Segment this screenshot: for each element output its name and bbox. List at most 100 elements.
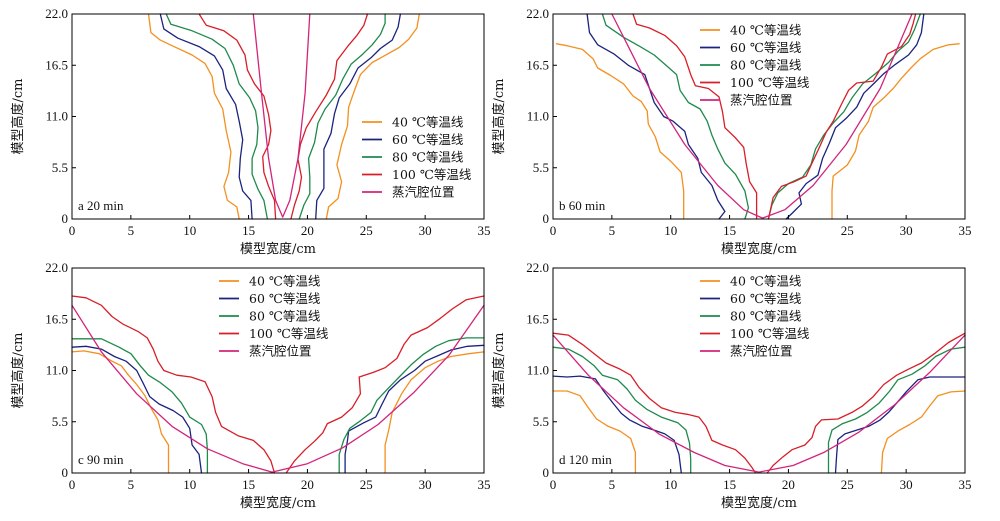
- series-line-3-segment-1: [71, 338, 209, 474]
- x-tick-label: 10: [664, 477, 677, 492]
- x-tick-label: 25: [360, 223, 373, 238]
- x-tick-label: 25: [360, 477, 373, 492]
- x-tick-label: 5: [128, 477, 135, 492]
- x-tick-label: 5: [128, 223, 135, 238]
- x-tick-label: 35: [478, 477, 491, 492]
- x-tick-label: 35: [478, 223, 491, 238]
- series-line-1-segment-1: [147, 13, 240, 220]
- series-line-4-segment-1: [198, 13, 277, 220]
- y-axis-title: 模型高度/cm: [10, 79, 26, 155]
- legend-label: 80 ℃等温线: [730, 309, 802, 324]
- legend-label: 60 ℃等温线: [730, 291, 802, 306]
- x-tick-label: 10: [183, 223, 196, 238]
- panel-label: a 20 min: [78, 198, 124, 213]
- series-line-1-segment-1: [552, 390, 637, 474]
- y-axis-title: 模型高度/cm: [491, 79, 507, 155]
- y-tick-label: 0: [543, 465, 550, 480]
- x-tick-label: 20: [301, 223, 314, 238]
- x-tick-label: 35: [959, 477, 972, 492]
- series-line-5-segment-1: [252, 13, 311, 218]
- x-axis-title: 模型宽度/cm: [721, 495, 797, 511]
- legend-label: 100 ℃等温线: [249, 326, 329, 341]
- y-tick-label: 0: [543, 211, 550, 226]
- chart-panel-2: 0 5 10 15 20 25 30 35 0 5.5 11.0 16.5 22.0 模型宽度/cm 模型高…: [491, 6, 972, 257]
- series-line-2-segment-2: [344, 344, 485, 474]
- x-tick-label: 0: [69, 477, 76, 492]
- y-tick-label: 5.5: [533, 414, 549, 429]
- y-tick-label: 16.5: [526, 57, 549, 72]
- y-tick-label: 11.0: [527, 109, 549, 124]
- chart-panel-3: 0 5 10 15 20 25 30 35 0 5.5 11.0 16.5 22.0 模型宽度/cm 模型高…: [10, 260, 491, 511]
- x-tick-label: 15: [723, 477, 736, 492]
- legend-label: 蒸汽腔位置: [249, 344, 312, 359]
- x-tick-label: 20: [782, 477, 795, 492]
- series-line-5-segment-1: [552, 334, 966, 473]
- x-tick-label: 10: [183, 477, 196, 492]
- y-tick-label: 16.5: [45, 311, 68, 326]
- series-line-4-segment-2: [766, 332, 966, 474]
- y-axis-title: 模型高度/cm: [491, 333, 507, 409]
- x-axis-title: 模型宽度/cm: [721, 241, 797, 257]
- x-tick-label: 20: [301, 477, 314, 492]
- legend-label: 40 ℃等温线: [392, 115, 464, 130]
- legend-label: 60 ℃等温线: [392, 132, 464, 147]
- series-line-1-segment-1: [71, 350, 170, 474]
- y-tick-label: 22.0: [526, 6, 549, 21]
- series-line-2-segment-1: [552, 375, 682, 474]
- legend-label: 蒸汽腔位置: [730, 344, 793, 359]
- series-line-2-segment-2: [834, 376, 966, 474]
- x-tick-label: 30: [419, 223, 432, 238]
- series-line-1-segment-2: [384, 351, 485, 474]
- series-line-3-segment-2: [338, 337, 485, 474]
- y-tick-label: 5.5: [52, 414, 68, 429]
- series-line-1-segment-1: [555, 43, 685, 220]
- y-tick-label: 11.0: [527, 363, 549, 378]
- legend-label: 40 ℃等温线: [730, 23, 802, 38]
- series-line-2-segment-1: [159, 13, 253, 220]
- series-line-4-segment-2: [767, 13, 917, 220]
- y-tick-label: 11.0: [46, 109, 68, 124]
- x-tick-label: 15: [242, 223, 255, 238]
- series-line-3-segment-1: [601, 13, 750, 220]
- x-tick-label: 30: [419, 477, 432, 492]
- panel-label: d 120 min: [559, 452, 612, 467]
- x-tick-label: 30: [900, 477, 913, 492]
- legend-label: 60 ℃等温线: [249, 291, 321, 306]
- series-line-3-segment-1: [165, 13, 269, 220]
- x-tick-label: 15: [242, 477, 255, 492]
- series-line-5-segment-1: [71, 304, 485, 473]
- y-tick-label: 5.5: [52, 160, 68, 175]
- y-axis-title: 模型高度/cm: [10, 333, 26, 409]
- series-line-4-segment-2: [285, 295, 485, 474]
- x-tick-label: 25: [841, 223, 854, 238]
- series-line-5-segment-1: [611, 13, 913, 219]
- x-tick-label: 5: [609, 223, 616, 238]
- series-line-3-segment-2: [298, 13, 386, 220]
- x-axis-title: 模型宽度/cm: [240, 495, 316, 511]
- x-axis-title: 模型宽度/cm: [240, 241, 316, 257]
- legend-label: 60 ℃等温线: [730, 40, 802, 55]
- legend-label: 80 ℃等温线: [249, 309, 321, 324]
- legend-label: 40 ℃等温线: [730, 274, 802, 289]
- x-tick-label: 5: [609, 477, 616, 492]
- legend-label: 蒸汽腔位置: [392, 185, 455, 200]
- y-tick-label: 16.5: [45, 57, 68, 72]
- x-tick-label: 30: [900, 223, 913, 238]
- series-line-4-segment-1: [71, 295, 276, 474]
- x-tick-label: 20: [782, 223, 795, 238]
- series-line-1-segment-2: [831, 43, 960, 220]
- x-tick-label: 0: [550, 223, 557, 238]
- panel-label: c 90 min: [78, 452, 124, 467]
- series-line-4-segment-1: [632, 13, 758, 220]
- y-tick-label: 11.0: [46, 363, 68, 378]
- series-line-2-segment-1: [71, 345, 203, 474]
- x-tick-label: 0: [69, 223, 76, 238]
- legend-label: 100 ℃等温线: [392, 167, 472, 182]
- x-tick-label: 0: [550, 477, 557, 492]
- chart-panel-4: 0 5 10 15 20 25 30 35 0 5.5 11.0 16.5 22.0 模型宽度/cm 模型高…: [491, 260, 972, 511]
